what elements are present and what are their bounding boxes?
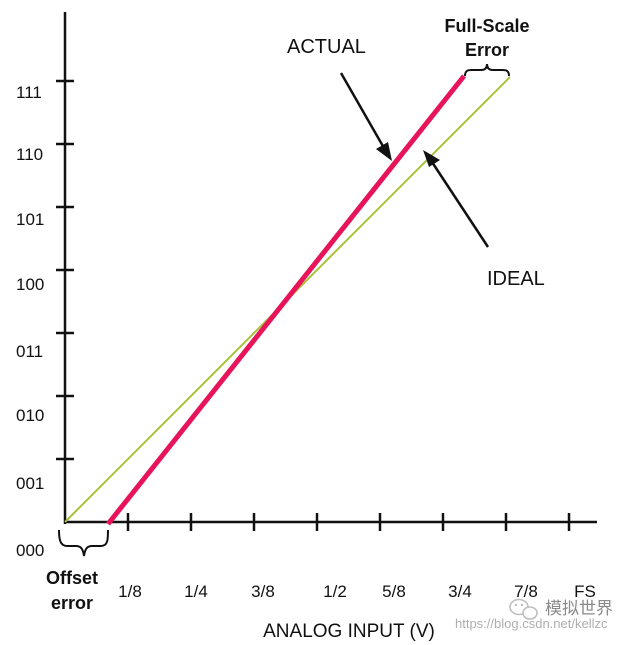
x-tick-labels: 1/8 1/4 3/8 1/2 5/8 3/4 7/8 FS (118, 582, 596, 601)
y-tick-labels: 000 001 010 011 100 101 110 111 (16, 83, 44, 560)
offset-error-label-line1: Offset (46, 568, 98, 588)
x-tick-label: 1/8 (118, 582, 142, 601)
y-code-label: 101 (16, 210, 44, 229)
offset-error-label-line2: error (51, 593, 93, 613)
actual-arrow-head (376, 142, 392, 161)
actual-transfer-line (106, 74, 466, 526)
actual-arrow-shaft (339, 72, 386, 149)
watermark: 模拟世界 https://blog.csdn.net/kellzc (455, 598, 613, 631)
watermark-url: https://blog.csdn.net/kellzc (455, 616, 608, 631)
full-scale-error-label-line1: Full-Scale (444, 16, 529, 36)
ideal-arrow-shaft (430, 161, 490, 248)
y-code-label: 100 (16, 275, 44, 294)
y-code-label: 000 (16, 541, 44, 560)
ideal-arrow-head (423, 150, 440, 167)
x-tick-label: 1/2 (323, 582, 347, 601)
y-code-label: 111 (16, 83, 42, 102)
wechat-icon (509, 598, 538, 620)
full-scale-error-label-line2: Error (465, 40, 509, 60)
x-tick-label: 3/4 (448, 582, 472, 601)
x-tick-label: 7/8 (514, 582, 538, 601)
ideal-label: IDEAL (487, 268, 545, 290)
y-code-label: 011 (16, 342, 43, 361)
x-axis-title: ANALOG INPUT (V) (263, 621, 435, 642)
y-code-label: 001 (16, 474, 44, 493)
x-tick-label: 1/4 (184, 582, 208, 601)
offset-error-brace (58, 529, 109, 557)
x-tick-label: 3/8 (251, 582, 275, 601)
y-ticks (56, 79, 74, 461)
watermark-brand: 模拟世界 (545, 599, 613, 618)
y-code-label: 010 (16, 406, 44, 425)
y-code-label: 110 (16, 145, 43, 164)
x-ticks (126, 513, 571, 531)
full-scale-error-brace (464, 63, 510, 77)
actual-label: ACTUAL (287, 36, 366, 58)
x-tick-label: 5/8 (382, 582, 406, 601)
x-tick-label: FS (574, 582, 596, 601)
